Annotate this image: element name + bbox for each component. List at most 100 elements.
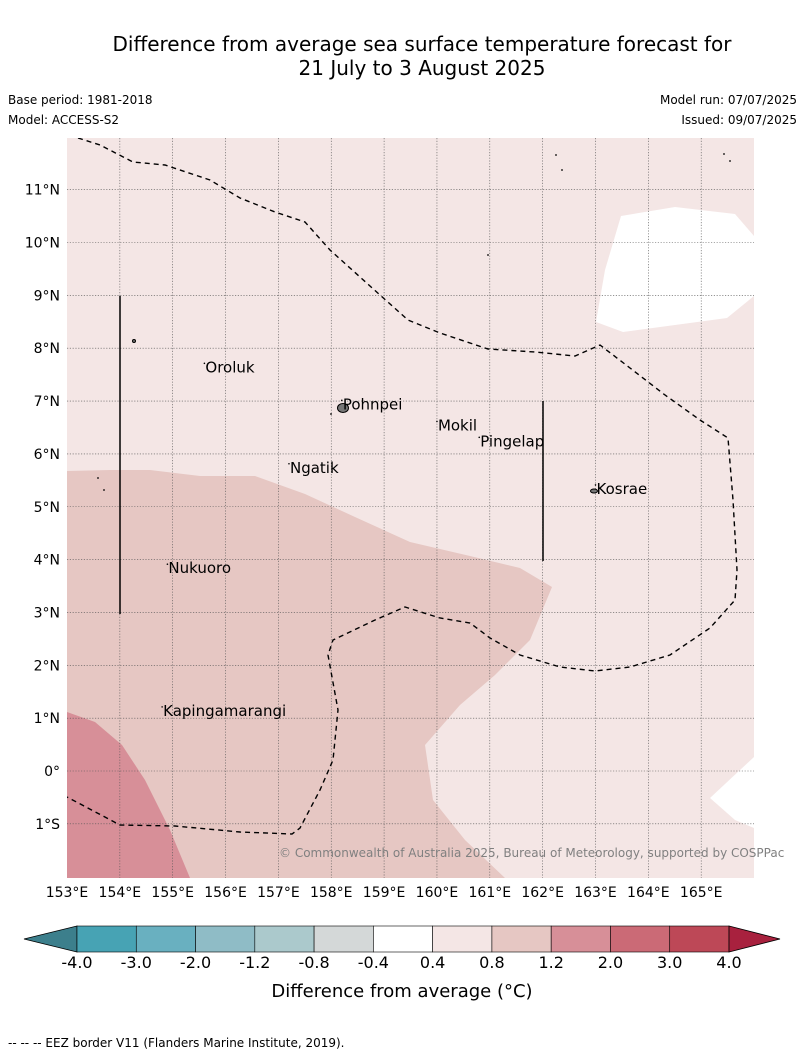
- lat-tick-label: 7°N: [34, 394, 60, 410]
- place-marker: [478, 436, 481, 439]
- place-marker: [594, 484, 597, 486]
- atoll-dot: [723, 153, 725, 155]
- copyright-notice: © Commonwealth of Australia 2025, Bureau…: [279, 846, 784, 860]
- title-line-1: Difference from average sea surface temp…: [112, 32, 732, 56]
- lat-tick-label: 9°N: [34, 288, 60, 304]
- place-label: Pohnpei: [343, 395, 403, 413]
- colorbar-tick-label: -4.0: [61, 953, 92, 972]
- chart-title: Difference from average sea surface temp…: [0, 32, 804, 80]
- anomaly-band-near-zero-ne: [596, 207, 754, 332]
- atoll-marker: [132, 339, 136, 343]
- colorbar-swatch: [313, 925, 374, 953]
- lat-tick-label: 1°S: [35, 817, 60, 833]
- eez-border-north: [67, 138, 738, 835]
- lon-tick-label: 161°E: [469, 885, 512, 901]
- place-marker: [288, 462, 290, 465]
- place-label: Nukuoro: [168, 559, 231, 577]
- kosrae-island: [590, 488, 598, 494]
- colorbar-tick-label: -1.2: [239, 953, 270, 972]
- colorbar-tick-label: 2.0: [598, 953, 623, 972]
- atoll-dot: [97, 477, 99, 479]
- atoll-dot: [555, 154, 557, 156]
- colorbar-swatch: [432, 925, 493, 953]
- place-label: Mokil: [438, 416, 477, 434]
- lon-tick-label: 157°E: [257, 885, 300, 901]
- colorbar-swatch: [373, 925, 433, 953]
- anomaly-band-1.2-2.0: [67, 712, 190, 878]
- colorbar-swatch: [195, 925, 256, 953]
- colorbar: -4.0 -3.0 -2.0 -1.2 -0.8 -0.4 0.4 0.8 1.2 2.0 3.0 4…: [23, 925, 781, 972]
- lon-tick-label: 153°E: [46, 885, 89, 901]
- place-label: Pingelap: [480, 432, 544, 450]
- colorbar-tick-label: 4.0: [716, 953, 741, 972]
- model-run: Model run: 07/07/2025: [659, 93, 797, 107]
- place-marker: [341, 399, 343, 402]
- lon-tick-label: 155°E: [151, 885, 194, 901]
- lon-tick-label: 159°E: [363, 885, 406, 901]
- place-label: Ngatik: [290, 459, 339, 477]
- colorbar-swatch: [669, 925, 730, 953]
- lat-tick-label: 2°N: [34, 658, 60, 674]
- island-outlines: [132, 339, 598, 494]
- colorbar-swatch: [491, 925, 552, 953]
- colorbar-tick-label: -0.8: [298, 953, 329, 972]
- map-gridlines: [67, 138, 754, 878]
- place-marker: [436, 420, 438, 423]
- lat-tick-label: 6°N: [34, 447, 60, 463]
- lon-tick-label: 154°E: [99, 885, 142, 901]
- anomaly-band-near-zero-se: [710, 757, 754, 828]
- lat-tick-label: 0°: [44, 764, 60, 780]
- colorbar-over-arrow: [728, 925, 781, 953]
- atoll-dot: [729, 160, 731, 162]
- colorbar-tick-label: 0.4: [420, 953, 445, 972]
- lon-tick-label: 158°E: [310, 885, 353, 901]
- colorbar-tick-label: -3.0: [121, 953, 152, 972]
- colorbar-title: Difference from average (°C): [271, 981, 532, 1002]
- lon-tick-label: 165°E: [680, 885, 723, 901]
- colorbar-swatch: [135, 925, 196, 953]
- atoll-dots: [97, 153, 731, 491]
- colorbar-tick-label: -2.0: [180, 953, 211, 972]
- base-period: Base period: 1981-2018: [8, 93, 153, 107]
- place-label: Kosrae: [597, 480, 648, 498]
- colorbar-tick-label: -0.4: [358, 953, 389, 972]
- colorbar-swatch: [550, 925, 611, 953]
- place-marker: [161, 706, 163, 708]
- lon-tick-label: 162°E: [521, 885, 564, 901]
- atoll-dot: [103, 489, 105, 491]
- colorbar-swatch: [254, 925, 315, 953]
- place-marker: [166, 563, 169, 565]
- place-label: Oroluk: [205, 358, 254, 376]
- lon-boundary-lines: [119, 296, 544, 614]
- eez-borders: [67, 138, 738, 835]
- anomaly-band-0.8-1.2: [67, 470, 552, 878]
- lon-tick-label: 164°E: [627, 885, 670, 901]
- colorbar-swatch: [610, 925, 671, 953]
- colorbar-under-arrow: [23, 925, 78, 953]
- lon-tick-label: 163°E: [574, 885, 617, 901]
- title-line-2: 21 July to 3 August 2025: [298, 56, 546, 80]
- lon-tick-label: 160°E: [416, 885, 459, 901]
- lat-tick-label: 8°N: [34, 341, 60, 357]
- place-label: Kapingamarangi: [163, 702, 286, 720]
- colorbar-tick-label: 0.8: [479, 953, 504, 972]
- lat-tick-label: 4°N: [34, 553, 60, 569]
- model-name: Model: ACCESS-S2: [8, 113, 120, 127]
- lon-tick-label: 156°E: [204, 885, 247, 901]
- latitude-tick-labels: 11°N 10°N 9°N 8°N 7°N 6°N 5°N 4°N 3°N 2°N 1°N 0° 1°S: [25, 183, 60, 833]
- lat-tick-label: 1°N: [34, 711, 60, 727]
- lat-tick-label: 11°N: [25, 183, 60, 199]
- colorbar-tick-label: 3.0: [657, 953, 682, 972]
- sst-anomaly-field: [67, 138, 754, 878]
- pohnpei-island: [337, 403, 349, 413]
- atoll-dot: [330, 413, 332, 415]
- longitude-tick-labels: 153°E 154°E 155°E 156°E 157°E 158°E 159°E 160°E…: [46, 885, 723, 901]
- issued-date: Issued: 09/07/2025: [681, 113, 797, 127]
- colorbar-swatch: [76, 925, 137, 953]
- eez-footnote: -- -- -- EEZ border V11 (Flanders Marine…: [8, 1036, 345, 1050]
- atoll-dot: [561, 169, 563, 171]
- place-marker: [203, 362, 206, 365]
- lat-tick-label: 10°N: [25, 236, 60, 252]
